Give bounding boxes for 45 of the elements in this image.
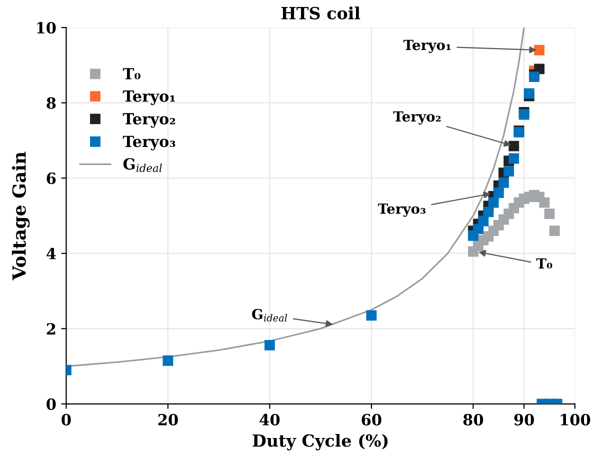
point [478,216,489,226]
point [524,88,534,99]
chart-title: HTS coil [281,6,360,20]
y-axis-title: Voltage Gain [12,152,30,280]
x-tick-label: 20 [158,414,178,426]
x-tick-label: 60 [362,414,382,426]
y-tick-label: 10 [37,22,56,34]
annotation: Teryo₂ [393,111,441,125]
point [508,140,520,152]
annotation: T₀ [536,258,552,269]
point [488,197,499,208]
point [366,310,377,321]
legend-label: T₀ [122,68,140,80]
point [504,166,514,177]
point [162,355,174,366]
point [534,44,545,56]
legend-label: Teryo₃ [122,136,176,150]
x-tick-label: 100 [560,414,590,426]
annotation: Teryo₁ [403,40,451,54]
y-tick-label: 2 [46,323,56,334]
x-tick-label: 0 [62,414,71,426]
point [549,226,560,236]
x-axis-title: Duty Cycle (%) [252,434,388,450]
y-tick-label: 0 [46,398,56,410]
point [508,153,520,164]
legend-label: Teryo₁ [122,90,175,106]
legend-label: G$_{ideal}$ [123,158,162,172]
annotation: G$_{ideal}$ [252,308,288,322]
point [518,109,530,120]
point [544,208,555,220]
point [483,206,494,218]
legend-label: Teryo₂ [122,113,176,128]
point [539,197,550,208]
y-tick-label: 8 [46,97,56,109]
x-tick-label: 90 [514,414,534,426]
point [529,72,540,82]
point [473,224,484,234]
y-tick-label: 6 [46,172,56,184]
annotation: Teryo₃ [378,204,426,217]
point [264,340,275,350]
point [493,188,504,198]
x-tick-label: 80 [463,414,484,426]
y-tick-label: 4 [46,248,56,260]
x-tick-label: 40 [260,414,280,426]
point [498,177,509,188]
